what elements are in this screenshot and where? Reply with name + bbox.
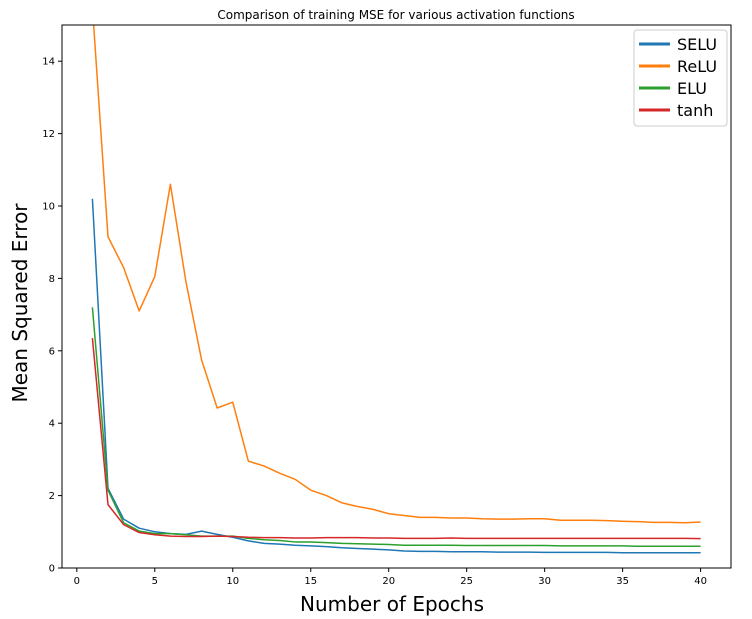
series-line-elu [91,307,701,548]
x-tick-label: 10 [226,576,239,587]
y-axis-label: Mean Squared Error [8,203,32,403]
y-tick-label: 12 [42,129,55,140]
series-line-tanh [91,338,701,540]
x-tick-label: 25 [460,576,473,587]
plot-series [91,25,701,554]
x-tick-label: 20 [382,576,395,587]
legend-label-elu: ELU [677,79,707,98]
legend-box [633,29,728,127]
plot-frame [61,24,732,569]
y-tick-label: 6 [49,346,55,357]
x-tick-label: 40 [694,576,707,587]
y-tick-label: 14 [42,57,55,68]
x-tick-label: 30 [538,576,551,587]
x-tick-label: 0 [74,576,80,587]
x-tick-label: 35 [616,576,629,587]
series-line-selu [91,198,701,554]
chart-title: Comparison of training MSE for various a… [217,8,574,22]
series-line-relu [92,25,701,524]
y-tick-label: 8 [49,274,55,285]
legend: SELU ReLU ELU tanh [633,29,728,127]
y-tick-label: 2 [49,491,55,502]
y-tick-label: 10 [42,202,55,213]
x-tick-label: 15 [304,576,317,587]
legend-items: SELU ReLU ELU tanh [639,35,717,120]
y-tick-label: 0 [49,564,55,575]
x-axis-label: Number of Epochs [300,592,484,616]
legend-label-relu: ReLU [677,57,717,76]
legend-label-selu: SELU [677,35,717,54]
legend-label-tanh: tanh [677,101,713,120]
x-axis-ticks: 0 5 10 15 20 25 30 35 40 [74,568,707,587]
y-tick-label: 4 [49,419,55,430]
x-tick-label: 5 [152,576,158,587]
y-axis-ticks: 0 2 4 6 8 10 12 14 [42,57,62,575]
